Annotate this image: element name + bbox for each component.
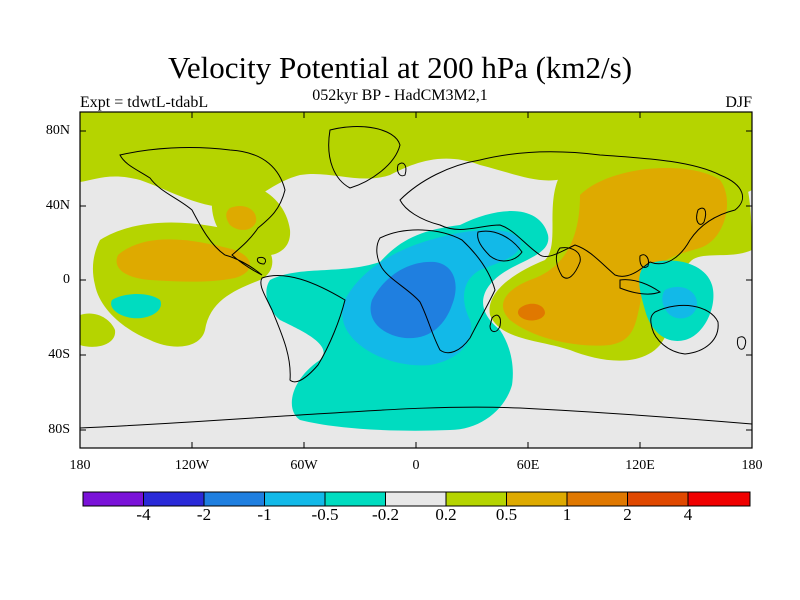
- lat-tick-label: 40S: [48, 347, 70, 362]
- lon-tick-label: 120E: [625, 458, 655, 473]
- colorbar-box: [506, 491, 568, 507]
- field-pacific-orange: [116, 239, 251, 282]
- colorbar-label: -0.5: [311, 505, 339, 524]
- colorbar-label: 1: [562, 505, 572, 524]
- experiment-label: Expt = tdwtL-tdabL: [80, 94, 209, 111]
- lat-tick-label: 40N: [45, 198, 70, 213]
- colorbar-box: [687, 491, 751, 507]
- map-subtitle: 052kyr BP - HadCM3M2,1: [312, 87, 488, 104]
- colorbar-box: [324, 491, 386, 507]
- season-label: DJF: [725, 94, 752, 111]
- lat-tick-label: 80S: [48, 422, 70, 437]
- field-central-strong: [370, 261, 456, 339]
- field-west-positive: [80, 313, 116, 347]
- colorbar-box: [385, 491, 447, 507]
- colorbar-label: 4: [683, 505, 693, 524]
- colorbar-box: [264, 491, 326, 507]
- map-field: [80, 112, 752, 448]
- lon-tick-label: 0: [412, 458, 420, 473]
- lon-tick-label: 180: [69, 458, 91, 473]
- colorbar-label: 2: [623, 505, 632, 524]
- lon-tick-label: 60W: [290, 458, 318, 473]
- field-north-america-orange: [226, 205, 257, 230]
- field-pacific-negative: [111, 294, 161, 319]
- colorbar-box: [627, 491, 689, 507]
- field-west-pacific-core: [662, 286, 698, 319]
- colorbar: [82, 491, 751, 507]
- coastlines: [80, 125, 752, 429]
- lon-tick-label: 180: [741, 458, 763, 473]
- lat-tick-label: 80N: [45, 123, 70, 138]
- colorbar-box: [82, 491, 144, 507]
- map-title: Velocity Potential at 200 hPa (km2/s): [167, 50, 633, 85]
- colorbar-label: -2: [196, 505, 212, 524]
- colorbar-label: 0.5: [495, 505, 518, 524]
- colorbar-label: 0.2: [435, 505, 457, 524]
- colorbar-label: -0.2: [372, 505, 399, 524]
- colorbar-label: -4: [136, 505, 151, 524]
- field-north-band: [80, 112, 752, 208]
- lat-tick-label: 0: [63, 272, 70, 287]
- colorbar-label: -1: [257, 505, 272, 524]
- colorbar-box: [445, 491, 507, 507]
- colorbar-box: [566, 491, 628, 507]
- field-indian-ocean-max: [517, 303, 545, 321]
- lon-tick-marks: [79, 112, 753, 448]
- lon-tick-label: 120W: [174, 458, 210, 473]
- field-asia-orange: [502, 168, 728, 346]
- lon-tick-label: 60E: [516, 458, 540, 473]
- colorbar-box: [203, 491, 265, 507]
- lat-tick-marks: [80, 130, 752, 431]
- colorbar-box: [143, 491, 205, 507]
